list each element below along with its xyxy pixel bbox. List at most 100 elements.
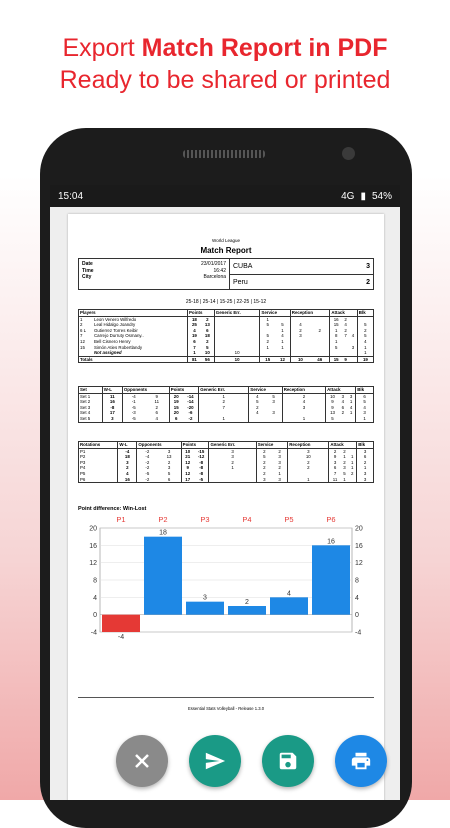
table-cell: 5 [356,322,374,328]
table-cell [208,476,257,483]
table-cell: 2 [289,327,311,334]
table-cell: 1 [351,454,354,460]
table-cell: 3 [167,448,171,454]
promo-line-1-highlight: Match Report in PDF [141,34,388,62]
table-cell: 2 [167,459,171,465]
promo-line-2: Ready to be shared or printed [59,66,391,94]
table-cell: -5 [121,415,145,423]
table-cell: 1 [343,454,346,460]
print-button[interactable] [335,735,387,787]
table-cell: 13 [166,454,172,460]
table-row: 1 Leon Venero Wilfredo 18 2 1 16 2 [79,316,374,323]
column-header: Attack [325,386,356,394]
row-label: Set 1 [80,393,91,399]
column-header: Points [180,441,209,449]
table-cell: 1 [343,476,346,482]
table-cell: -12 [197,454,205,460]
y-tick-label-right: 16 [355,543,363,550]
table-cell: 5 [259,322,276,328]
bar-p6 [312,545,350,615]
table-cell: -5 [121,404,145,411]
table-cell: 2 [287,459,329,466]
y-tick-label-right: 8 [355,578,359,585]
column-header: Service [255,441,288,449]
table-cell: 2 [255,459,272,466]
table-cell: -20 [187,404,194,410]
table-cell: 18 [186,316,201,323]
y-tick-label-left: 16 [89,543,97,550]
status-time: 15:04 [58,190,84,202]
player-name: 7 Carrejo Durruty Osmany.. [80,333,144,339]
table-cell: 6 [206,327,209,333]
table-cell: 3 [349,393,353,399]
table-cell [289,338,311,345]
column-header: Blk [356,309,374,317]
table-cell: 5 [281,322,284,328]
table-cell: 10 [180,448,194,455]
column-header: Generic Err. [208,441,257,449]
table-cell: 2 [281,393,326,400]
chart-title: Point difference: Win-Lost [78,506,147,512]
table-cell [208,470,257,477]
footer-divider [78,697,374,698]
table-row: 6 L Gutierrez Torres Keibir 4 6 1 2 2 1 2 2 [79,327,374,334]
table-cell: 2 [117,465,137,471]
y-tick-label-right: -4 [355,630,361,637]
column-header: Reception [289,309,330,317]
table-cell: 1 [198,415,249,423]
table-cell: 4 [344,322,347,328]
table-row: 2 Leal Hidalgo Joandry 25 13 5 5 4 15 4 5 [79,322,374,328]
table-cell: 15 [259,355,276,363]
table-row: Set 2 16 -1 11 19 -14 2 5 3 4 9 4 1 5 [79,399,374,405]
pdf-page[interactable]: World League Match Report Date 23/01/2017… [68,214,384,800]
table-cell: 10 [325,393,339,400]
table-cell: 18 [204,333,210,339]
player-name: 6 L Gutierrez Torres Keibir [80,327,138,333]
table-row: P5 4 -5 5 12 -8 2 1 7 5 2 3 [79,470,374,477]
table-cell: 1 [356,465,374,471]
table-cell: 7 [186,344,201,351]
row-label: P4 [80,465,86,471]
table-cell: 3 [356,476,374,483]
table-cell: 6 [356,454,374,460]
table-cell [259,327,276,334]
promo-text: Export Match Report in PDF Ready to be s… [0,32,450,96]
team1-score: 3 [366,263,370,270]
table-cell: -2 [136,459,158,466]
table-cell: 6 [186,338,201,345]
table-cell [213,327,260,334]
table-cell: 9 [325,399,339,405]
table-cell: 2 [343,448,346,454]
table-cell [356,316,374,323]
city-value: Barcelona [203,274,226,280]
close-button[interactable] [116,735,168,787]
y-tick-label-left: 0 [93,612,97,619]
bar-p2 [144,536,182,615]
table-cell [265,416,282,422]
save-button[interactable] [262,735,314,787]
table-cell: 1 [259,344,276,351]
table-cell: 3 [255,476,272,483]
table-cell [349,355,358,363]
table-cell [289,344,311,351]
phone-camera [342,147,355,160]
table-cell: 4 [341,399,345,405]
table-cell: 3 [328,459,341,466]
league-name: World League [212,238,240,243]
table-cell: 6 [155,410,158,416]
table-cell: 2 [259,338,276,345]
table-cell: -5 [199,476,204,482]
table-cell: 1 [351,465,354,471]
players-table: Players Points Generic Err. Service Receptio… [78,309,374,364]
player-name: 1 Leon Venero Wilfredo [80,316,137,322]
column-header: Generic Err. [198,386,249,394]
close-icon [135,754,149,768]
point-difference-chart: -4 -4 0 0 4 4 8 8 12 12 16 16 20 20 -4 P1 18 P2 3 P3 2 P4 4 P5 1… [89,515,363,641]
y-tick-label-right: 12 [355,560,363,567]
table-cell: 5 [255,454,272,460]
table-cell: 16 [117,476,137,483]
table-cell [289,350,311,357]
table-cell [198,410,249,416]
send-button[interactable] [189,735,241,787]
table-cell: 2 [344,327,347,333]
